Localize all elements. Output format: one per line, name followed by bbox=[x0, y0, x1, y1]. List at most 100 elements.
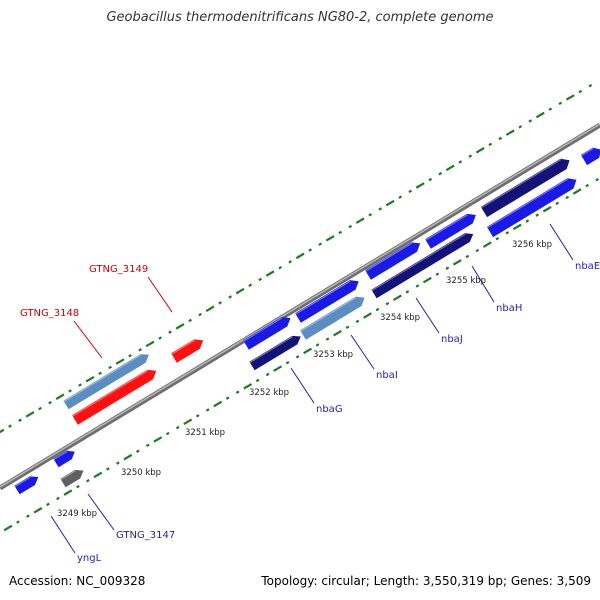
tick-mark bbox=[535, 111, 545, 119]
tick-mark bbox=[235, 287, 245, 295]
tick-mark bbox=[265, 270, 275, 277]
tick-mark bbox=[398, 195, 403, 199]
tick-mark bbox=[123, 453, 133, 461]
tick-mark bbox=[565, 94, 575, 101]
tick-mark bbox=[355, 217, 365, 224]
tick-mark bbox=[93, 471, 103, 479]
scale-label: 3256 kbp bbox=[512, 240, 552, 250]
scale-label: 3255 kbp bbox=[446, 276, 486, 286]
tick-mark bbox=[195, 414, 200, 418]
gene-features bbox=[14, 147, 600, 495]
scale-label: 3249 kbp bbox=[57, 509, 97, 519]
tick-mark bbox=[85, 375, 95, 383]
tick-mark bbox=[228, 295, 232, 299]
gene-highlight bbox=[300, 297, 357, 332]
tick-mark bbox=[295, 355, 300, 359]
label-leader bbox=[87, 493, 115, 531]
tick-mark bbox=[18, 418, 22, 422]
gene-arrow bbox=[300, 296, 365, 340]
tick-mark bbox=[348, 224, 353, 229]
scale-labels: 3249 kbp 3250 kbp 3251 kbp 3252 kbp 3253 kbp… bbox=[57, 240, 552, 519]
tick-mark bbox=[205, 408, 210, 412]
gene-label: yngL bbox=[77, 553, 102, 564]
tick-mark bbox=[8, 424, 12, 428]
tick-mark bbox=[482, 241, 492, 248]
scale-label: 3254 kbp bbox=[380, 313, 420, 323]
label-leader bbox=[290, 367, 315, 404]
tick-mark bbox=[428, 177, 433, 182]
tick-mark bbox=[63, 489, 73, 496]
tick-mark bbox=[438, 172, 443, 176]
tick-mark bbox=[333, 329, 342, 337]
tick-mark bbox=[445, 266, 450, 270]
tick-mark bbox=[378, 207, 383, 211]
tick-mark bbox=[278, 265, 282, 270]
tick-mark bbox=[505, 129, 515, 136]
genome-summary-text: Topology: circular; Length: 3,550,319 bp… bbox=[261, 574, 591, 588]
gene-highlight bbox=[72, 370, 149, 417]
label-leader bbox=[549, 223, 574, 261]
tick-mark bbox=[572, 188, 582, 195]
tick-mark bbox=[165, 431, 170, 436]
gene-arrow bbox=[580, 147, 600, 166]
tick-mark bbox=[48, 400, 52, 405]
upper-tick-track bbox=[0, 83, 593, 434]
tick-mark bbox=[525, 219, 530, 223]
tick-mark bbox=[535, 213, 540, 217]
tick-mark bbox=[422, 276, 432, 284]
tick-mark bbox=[445, 164, 455, 172]
tick-mark bbox=[55, 393, 65, 401]
tick-mark bbox=[498, 136, 503, 141]
tick-mark bbox=[16, 520, 20, 524]
accession-text: Accession: NC_009328 bbox=[9, 574, 146, 588]
tick-mark bbox=[3, 524, 13, 532]
tick-mark bbox=[585, 183, 590, 188]
tick-mark bbox=[405, 290, 410, 294]
gene-body bbox=[365, 242, 421, 280]
label-leader bbox=[50, 515, 76, 554]
tick-mark bbox=[408, 189, 413, 194]
tick-mark bbox=[145, 443, 150, 448]
gene-highlight bbox=[365, 242, 413, 272]
page-title: Geobacillus thermodenitrificans NG80-2, … bbox=[106, 10, 494, 25]
tick-mark bbox=[225, 396, 230, 400]
gene-highlight bbox=[171, 339, 196, 355]
tick-mark bbox=[308, 248, 313, 252]
tick-mark bbox=[26, 514, 30, 518]
gene-label: nbaI bbox=[376, 370, 398, 381]
tick-mark bbox=[285, 360, 290, 365]
tick-mark bbox=[548, 107, 553, 111]
tick-mark bbox=[153, 436, 163, 443]
gene-highlight bbox=[581, 148, 594, 157]
tick-mark bbox=[588, 83, 593, 88]
tick-mark bbox=[338, 230, 343, 235]
tick-mark bbox=[435, 272, 440, 276]
gene-arrow bbox=[480, 158, 570, 218]
tick-mark bbox=[368, 213, 373, 217]
tick-mark bbox=[168, 330, 172, 334]
tick-mark bbox=[115, 461, 120, 465]
scale-label: 3250 kbp bbox=[121, 468, 161, 478]
tick-mark bbox=[475, 248, 480, 253]
tick-mark bbox=[595, 177, 599, 182]
tick-mark bbox=[315, 343, 320, 347]
tick-mark bbox=[468, 154, 473, 158]
tick-mark bbox=[46, 502, 50, 507]
gene-body bbox=[371, 233, 474, 299]
gene-labels: GTNG_3148 GTNG_3149 yngL GTNG_3147 nbaG nbaI n… bbox=[20, 261, 600, 564]
tick-mark bbox=[188, 318, 192, 323]
tick-mark bbox=[183, 418, 193, 425]
label-leader bbox=[147, 276, 173, 313]
tick-mark bbox=[385, 199, 395, 207]
gene-highlight bbox=[295, 280, 351, 315]
label-leader bbox=[350, 334, 375, 370]
gene-highlight bbox=[481, 159, 562, 209]
tick-mark bbox=[25, 411, 35, 418]
tick-mark bbox=[392, 294, 402, 301]
gene-highlight bbox=[371, 233, 466, 292]
gene-label: nbaH bbox=[496, 303, 522, 314]
tick-mark bbox=[295, 252, 305, 260]
gene-arrow bbox=[425, 213, 476, 249]
label-leader bbox=[471, 265, 495, 303]
tick-mark bbox=[115, 358, 125, 365]
